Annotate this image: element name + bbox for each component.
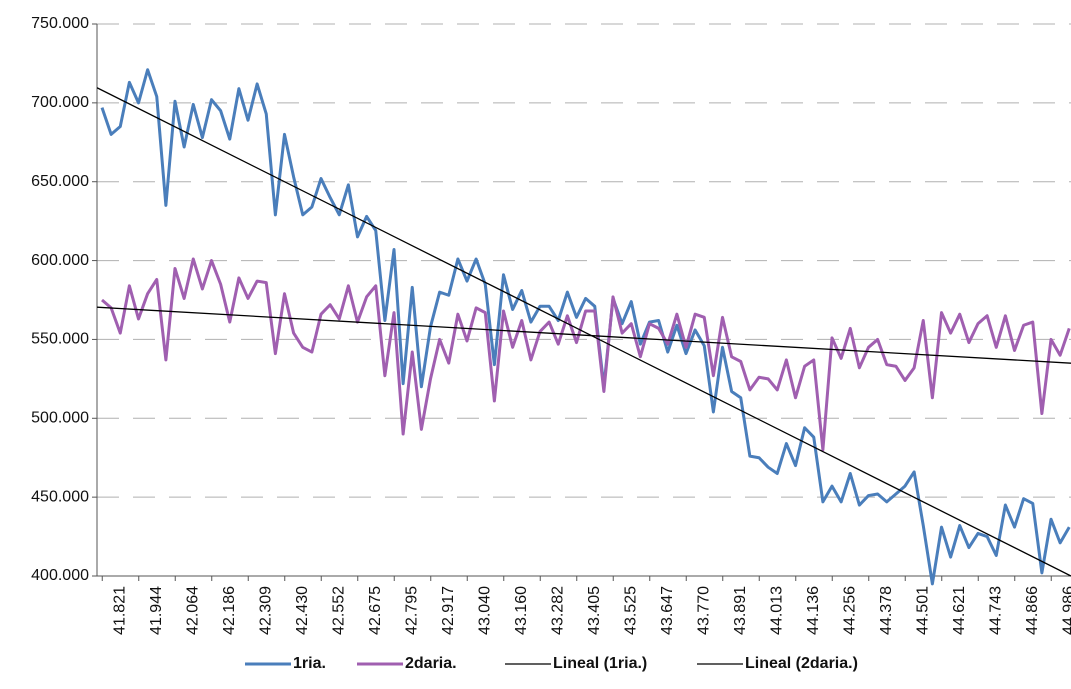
x-tick-label: 44.136 xyxy=(805,586,822,635)
x-tick-label: 41.944 xyxy=(148,586,165,635)
x-tick-label: 42.064 xyxy=(184,586,201,635)
x-tick-label: 44.986 xyxy=(1060,586,1071,635)
series-line xyxy=(100,68,1071,586)
x-tick-label: 44.501 xyxy=(914,586,931,635)
y-tick-label: 600.000 xyxy=(31,252,89,269)
x-tick-label: 43.160 xyxy=(513,586,530,635)
x-tick-label: 44.256 xyxy=(841,586,858,635)
x-tick-label: 42.309 xyxy=(257,586,274,635)
x-tick-label: 43.525 xyxy=(622,586,639,635)
x-tick-label: 42.675 xyxy=(367,586,384,635)
y-tick-label: 400.000 xyxy=(31,567,89,584)
legend-label: Lineal (1ria.) xyxy=(553,655,647,672)
x-tick-label: 41.821 xyxy=(111,586,128,635)
y-tick-label: 450.000 xyxy=(31,488,89,505)
x-tick-label: 44.378 xyxy=(878,586,895,635)
y-tick-label: 550.000 xyxy=(31,331,89,348)
legend-label: Lineal (2daria.) xyxy=(745,655,858,672)
x-tick-label: 42.917 xyxy=(440,586,457,635)
plot xyxy=(97,68,1071,586)
y-tick-label: 700.000 xyxy=(31,94,89,111)
x-tick-label: 43.040 xyxy=(476,586,493,635)
x-tick-label: 44.743 xyxy=(987,586,1004,635)
trendline xyxy=(97,306,1071,364)
x-tick-label: 43.770 xyxy=(695,586,712,635)
y-tick-label: 650.000 xyxy=(31,173,89,190)
trendline xyxy=(97,87,1071,577)
x-tick-label: 42.186 xyxy=(221,586,238,635)
series-line xyxy=(101,257,1071,452)
x-tick-label: 44.013 xyxy=(768,586,785,635)
y-tick-label: 750.000 xyxy=(31,15,89,32)
legend-label: 1ria. xyxy=(293,655,326,672)
x-tick-label: 43.891 xyxy=(732,586,749,635)
legend-label: 2daria. xyxy=(405,655,457,672)
x-tick-label: 42.552 xyxy=(330,586,347,635)
x-tick-label: 44.866 xyxy=(1024,586,1041,635)
y-tick-label: 500.000 xyxy=(31,410,89,427)
x-tick-label: 43.647 xyxy=(659,586,676,635)
x-tick-label: 43.282 xyxy=(549,586,566,635)
x-tick-label: 42.430 xyxy=(294,586,311,635)
x-tick-label: 44.621 xyxy=(951,586,968,635)
x-tick-label: 42.795 xyxy=(403,586,420,635)
x-tick-label: 43.405 xyxy=(586,586,603,635)
